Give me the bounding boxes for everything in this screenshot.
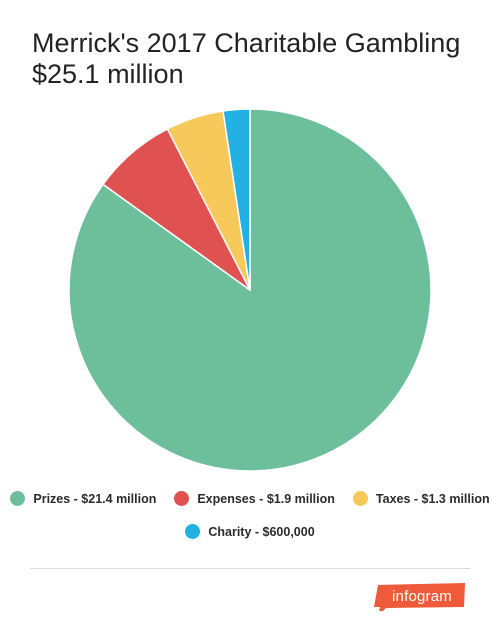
pie-slice-charity[interactable] bbox=[222, 108, 251, 291]
legend-swatch-expenses bbox=[174, 491, 190, 506]
legend-label-prizes: Prizes - $21.4 million bbox=[33, 491, 157, 506]
infogram-logo-shape bbox=[374, 583, 465, 611]
chart-subtitle: $25.1 million bbox=[32, 59, 184, 89]
infogram-logo-text[interactable]: infogram bbox=[392, 588, 452, 605]
legend-swatch-taxes bbox=[352, 491, 368, 506]
footer-divider bbox=[30, 568, 470, 569]
legend-item-taxes[interactable]: Taxes - $1.3 million bbox=[352, 491, 490, 506]
pie-chart bbox=[68, 108, 432, 472]
legend-item-charity[interactable]: Charity - $600,000 bbox=[185, 524, 315, 539]
legend-swatch-prizes bbox=[10, 491, 26, 506]
legend-row-1: Prizes - $21.4 million Expenses - $1.9 m… bbox=[0, 491, 500, 506]
legend-item-expenses[interactable]: Expenses - $1.9 million bbox=[174, 491, 335, 506]
chart-title-line: Merrick's 2017 Charitable Gambling bbox=[32, 28, 461, 58]
chart-title: Merrick's 2017 Charitable Gambling $25.1… bbox=[32, 28, 460, 90]
legend-label-charity: Charity - $600,000 bbox=[208, 524, 315, 539]
legend-label-taxes: Taxes - $1.3 million bbox=[375, 491, 490, 506]
legend-label-expenses: Expenses - $1.9 million bbox=[197, 491, 335, 506]
legend-item-prizes[interactable]: Prizes - $21.4 million bbox=[10, 491, 156, 506]
legend-row-2: Charity - $600,000 bbox=[0, 524, 500, 539]
legend-swatch-charity bbox=[185, 524, 201, 539]
infogram-logo-badge[interactable] bbox=[372, 583, 467, 611]
